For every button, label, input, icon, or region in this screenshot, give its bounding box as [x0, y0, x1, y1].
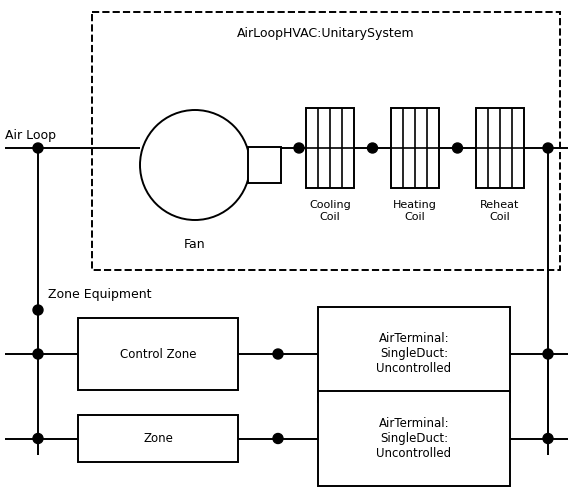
FancyBboxPatch shape	[78, 318, 238, 390]
Text: Fan: Fan	[184, 238, 206, 251]
Circle shape	[543, 349, 553, 359]
FancyBboxPatch shape	[476, 108, 524, 188]
Circle shape	[273, 349, 283, 359]
FancyBboxPatch shape	[306, 108, 354, 188]
FancyBboxPatch shape	[391, 108, 439, 188]
Circle shape	[452, 143, 462, 153]
Circle shape	[367, 143, 377, 153]
Text: AirTerminal:
SingleDuct:
Uncontrolled: AirTerminal: SingleDuct: Uncontrolled	[376, 417, 452, 460]
Circle shape	[543, 143, 553, 153]
Circle shape	[33, 433, 43, 443]
FancyBboxPatch shape	[318, 307, 510, 402]
Circle shape	[33, 143, 43, 153]
Circle shape	[33, 349, 43, 359]
FancyBboxPatch shape	[318, 391, 510, 486]
Text: AirTerminal:
SingleDuct:
Uncontrolled: AirTerminal: SingleDuct: Uncontrolled	[376, 332, 452, 376]
Text: Reheat
Coil: Reheat Coil	[481, 200, 520, 222]
Text: Control Zone: Control Zone	[120, 347, 196, 360]
Text: Cooling
Coil: Cooling Coil	[309, 200, 351, 222]
Circle shape	[33, 305, 43, 315]
Text: AirLoopHVAC:UnitarySystem: AirLoopHVAC:UnitarySystem	[237, 27, 415, 40]
FancyBboxPatch shape	[248, 147, 281, 183]
Text: Zone Equipment: Zone Equipment	[48, 288, 152, 301]
Text: Heating
Coil: Heating Coil	[393, 200, 437, 222]
Text: Air Loop: Air Loop	[5, 129, 56, 142]
Circle shape	[294, 143, 304, 153]
FancyBboxPatch shape	[78, 415, 238, 462]
Text: Zone: Zone	[143, 432, 173, 445]
Circle shape	[273, 433, 283, 443]
Circle shape	[543, 433, 553, 443]
